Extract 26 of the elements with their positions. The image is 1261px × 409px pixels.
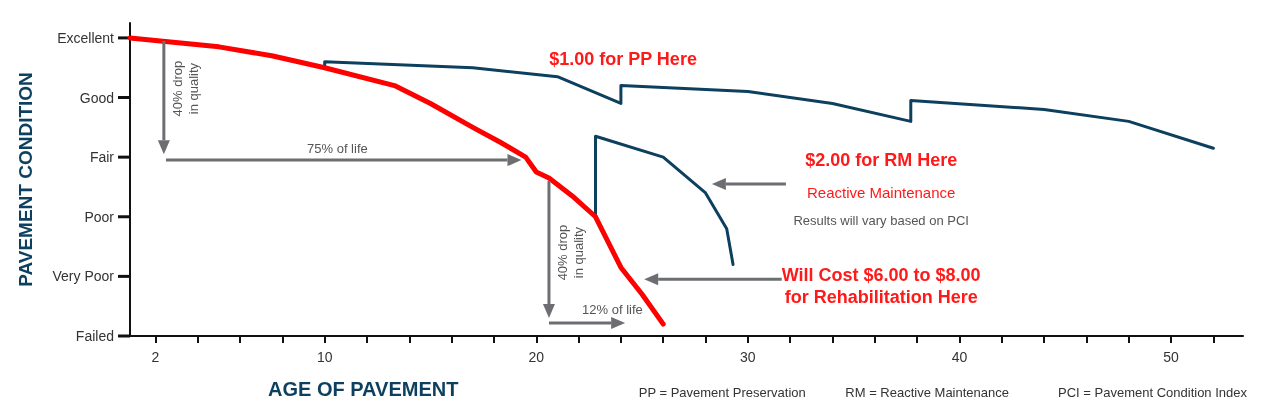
- text: Excellent: [57, 29, 115, 46]
- text: Poor: [84, 208, 115, 225]
- annotation: $1.00 for PP Here: [549, 48, 697, 69]
- annotation: Will Cost $6.00 to $8.00 for Rehabilitation Here: [781, 264, 981, 307]
- annotation: Reactive Maintenance: [806, 184, 956, 202]
- x-tick-label: 2: [151, 349, 160, 365]
- annotation: $2.00 for RM Here: [805, 150, 958, 171]
- text: RM = Reactive Maintenance: [845, 385, 1010, 400]
- text: Good: [79, 89, 114, 106]
- annotation: 40% drop in quality: [169, 60, 201, 117]
- text: Fair: [89, 149, 115, 166]
- x-tick-label: 20: [528, 349, 545, 365]
- text: Very Poor: [52, 268, 115, 285]
- annotation: 12% of life: [582, 301, 643, 317]
- x-tick-label: 40: [951, 349, 968, 365]
- x-axis-title: AGE OF PAVEMENT: [268, 378, 459, 400]
- x-tick-label: 50: [1163, 349, 1180, 365]
- annotation: 75% of life: [307, 140, 368, 156]
- annotation: 40% drop in quality: [554, 224, 586, 281]
- y-axis-title: PAVEMENT CONDITION: [15, 72, 36, 287]
- x-tick-label: 10: [316, 349, 333, 365]
- x-tick-label: 30: [740, 349, 756, 365]
- text: PCI = Pavement Condition Index: [1058, 385, 1248, 400]
- text: Failed: [75, 328, 114, 344]
- annotation: Results will vary based on PCI: [793, 213, 969, 229]
- text: PP = Pavement Preservation: [638, 385, 806, 400]
